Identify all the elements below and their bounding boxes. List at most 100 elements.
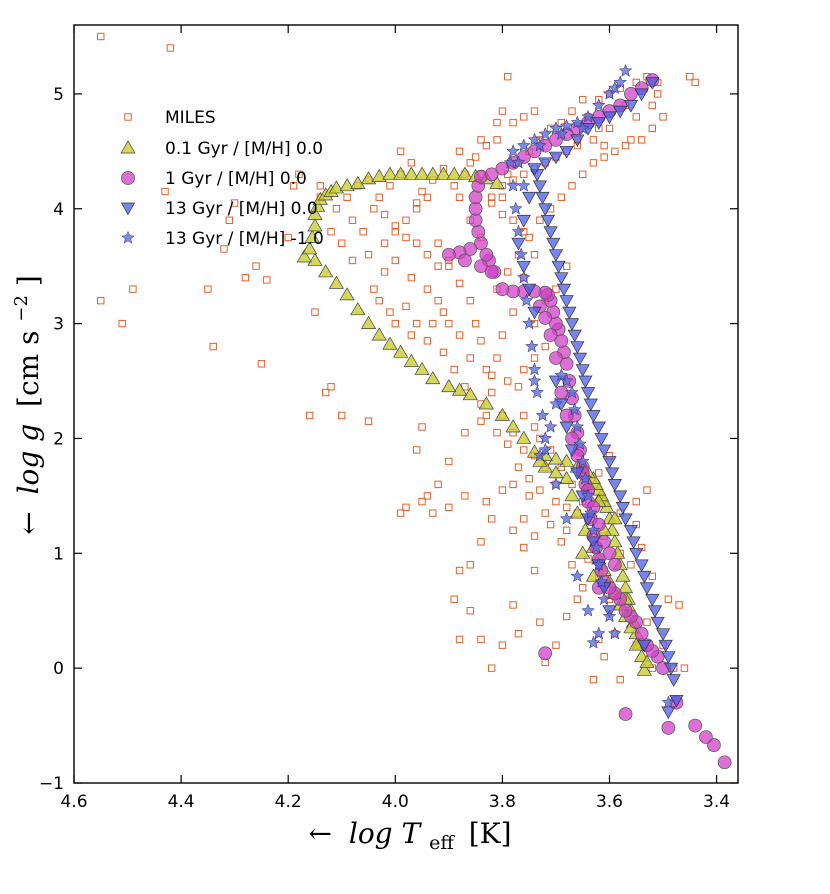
data-point [618, 63, 633, 77]
data-point [487, 193, 496, 201]
data-point [643, 618, 651, 626]
data-point [522, 283, 537, 297]
y-tick-label: 0 [53, 659, 64, 679]
data-point [564, 488, 580, 502]
data-point [479, 247, 494, 262]
data-point [508, 201, 523, 215]
data-point [607, 511, 623, 525]
data-point [338, 411, 346, 420]
data-point [607, 479, 622, 492]
data-point [391, 256, 399, 265]
data-point [623, 524, 639, 538]
data-point [595, 469, 603, 477]
data-point [648, 124, 657, 133]
data-point [573, 595, 582, 603]
data-point [328, 275, 344, 289]
data-point [380, 210, 389, 219]
data-point [618, 603, 633, 618]
data-point [498, 210, 507, 219]
legend-label: 13 Gyr / [M/H] 0.0 [165, 199, 318, 219]
legend-item: 13 Gyr / [M/H] 0.0 [120, 199, 318, 219]
data-point [562, 526, 571, 535]
data-point [434, 296, 442, 305]
data-point [530, 566, 539, 575]
data-point [688, 718, 703, 733]
data-point [557, 538, 565, 546]
data-point [494, 407, 510, 421]
data-point [348, 216, 357, 224]
x-tick-label: 4.0 [382, 792, 409, 812]
data-point [583, 505, 598, 519]
data-point [429, 319, 437, 328]
data-point [446, 166, 462, 180]
data-point [423, 193, 432, 201]
data-point [530, 107, 539, 115]
data-point [380, 239, 389, 247]
data-point [567, 402, 582, 416]
data-point [396, 509, 405, 517]
data-point [538, 203, 553, 216]
data-point [591, 98, 606, 112]
data-point [445, 319, 453, 328]
data-point [477, 538, 485, 546]
data-point [602, 111, 617, 125]
legend-item: 13 Gyr / [M/H] -1.0 [121, 229, 324, 249]
data-point [343, 193, 351, 201]
data-point [567, 329, 582, 343]
data-point [615, 568, 631, 582]
data-point [403, 353, 419, 367]
data-point [339, 287, 355, 301]
data-point [661, 695, 676, 709]
data-point [434, 480, 442, 489]
data-point [578, 471, 593, 485]
data-point [639, 654, 655, 668]
data-point [533, 138, 547, 152]
data-point [591, 626, 606, 640]
data-point [538, 431, 553, 445]
data-point [535, 191, 550, 205]
data-point [691, 78, 699, 87]
data-point [632, 497, 640, 506]
data-point [516, 260, 531, 274]
data-point [530, 354, 539, 362]
data-point [487, 664, 496, 672]
x-axis-unit: [K] [469, 817, 512, 850]
data-point [559, 373, 574, 387]
data-point [557, 193, 565, 201]
data-point [498, 641, 507, 649]
data-point [597, 534, 611, 549]
data-point [564, 318, 580, 331]
data-point [423, 337, 432, 345]
data-point [543, 328, 558, 342]
data-point [311, 308, 319, 316]
data-point [511, 237, 526, 251]
data-point [525, 339, 539, 353]
legend-marker [120, 140, 136, 154]
data-point [498, 486, 507, 494]
data-point [451, 382, 468, 396]
data-point [487, 199, 496, 207]
data-point [629, 547, 644, 561]
data-point [327, 383, 335, 391]
data-point [407, 159, 416, 167]
data-point [328, 180, 344, 194]
data-point [230, 199, 239, 207]
data-point [527, 306, 542, 320]
data-point [556, 283, 572, 297]
data-point [538, 311, 553, 325]
data-point [549, 121, 563, 135]
data-point [466, 296, 474, 305]
data-point [538, 126, 553, 140]
data-point [605, 124, 614, 133]
data-point [370, 205, 378, 213]
data-point [634, 88, 649, 102]
data-point [425, 166, 441, 180]
data-point [575, 364, 590, 377]
data-point [455, 193, 464, 201]
data-point [527, 362, 542, 376]
data-point [602, 456, 617, 469]
data-point [393, 166, 409, 180]
data-point [579, 95, 587, 104]
data-point [407, 273, 416, 282]
data-point [600, 141, 608, 150]
